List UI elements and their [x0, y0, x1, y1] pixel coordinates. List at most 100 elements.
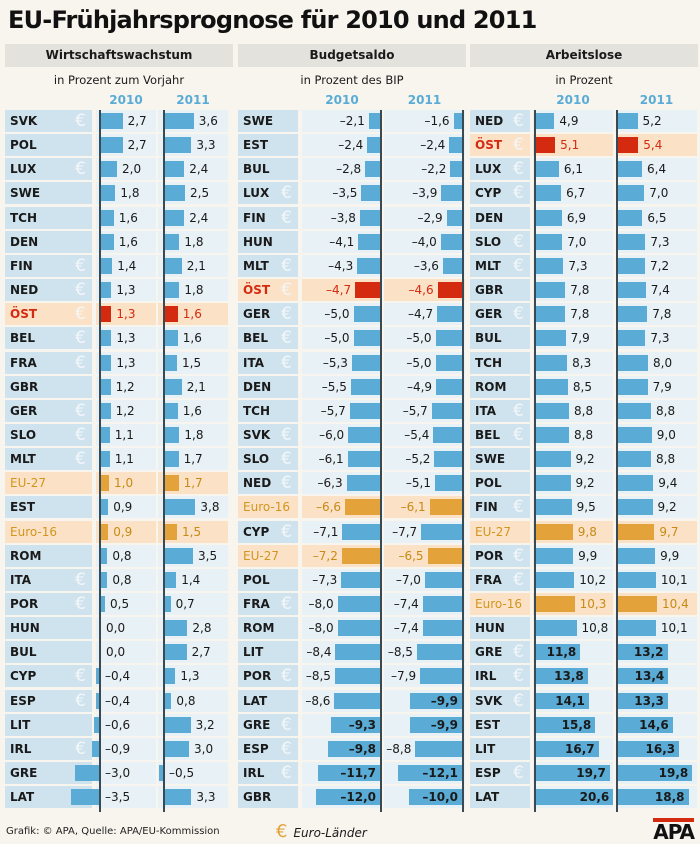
bar-2010 — [101, 451, 110, 468]
bar-2011 — [618, 185, 645, 202]
value-label: 13,2 — [633, 645, 664, 660]
bar-2010 — [358, 233, 380, 250]
country-code: SLO — [475, 234, 502, 249]
table-row: FIN €9,5 9,2 — [470, 496, 698, 519]
country-code: HUN — [243, 234, 273, 249]
value-label: –5,5 — [321, 379, 347, 394]
table-row: SWE –2,1 –1,6 — [238, 110, 466, 132]
value-label: 3,3 — [196, 790, 216, 805]
country-code: EU-27 — [243, 548, 279, 563]
euro-icon: € — [281, 304, 292, 325]
bar-2011 — [618, 209, 643, 226]
bar-2011 — [618, 740, 680, 757]
value-label: –9,3 — [348, 717, 376, 732]
country-code: CYP — [243, 524, 270, 539]
value-label: 5,4 — [643, 138, 663, 153]
country-code: ÖST — [10, 307, 38, 322]
value-label: –0,5 — [169, 766, 195, 781]
value-label: 7,3 — [650, 234, 670, 249]
table-row: LIT –0,6 3,2 — [5, 713, 233, 736]
value-label: 8,8 — [574, 403, 594, 418]
bar-2010 — [536, 547, 574, 564]
bar-2011 — [618, 451, 651, 468]
table-row: ITA €8,8 8,8 — [470, 399, 698, 422]
euro-icon: € — [75, 449, 86, 470]
value-label: 18,8 — [654, 790, 685, 805]
country-label: ESP € — [238, 737, 298, 760]
value-label: 2,7 — [191, 645, 211, 660]
table-row: CYP €6,7 7,0 — [470, 182, 698, 205]
country-code: LIT — [10, 717, 31, 732]
value-label: 7,0 — [567, 234, 587, 249]
bar-2010 — [94, 716, 99, 733]
bar-2010 — [536, 789, 614, 806]
euro-icon: € — [513, 690, 524, 711]
country-code: IRL — [475, 669, 497, 684]
value-label: –1,6 — [424, 114, 450, 128]
value-label: 1,3 — [180, 669, 200, 684]
value-cell — [96, 689, 156, 712]
country-label: SLO € — [5, 423, 92, 446]
bar-2010 — [536, 475, 571, 492]
value-label: –12,0 — [340, 790, 376, 805]
value-label: 0,8 — [112, 548, 132, 563]
zero-axis — [616, 110, 618, 812]
value-label: 10,4 — [662, 597, 689, 611]
euro-icon: € — [75, 328, 86, 349]
bar-2010 — [357, 257, 380, 274]
country-label: SWE — [238, 110, 298, 132]
value-label: 8,8 — [574, 427, 594, 442]
value-label: 1,4 — [117, 258, 137, 273]
panel-subtitle: in Prozent — [555, 73, 613, 87]
table-row: NED € –6,3 –5,1 — [238, 472, 466, 495]
value-label: 2,1 — [186, 258, 206, 273]
country-label: MLT € — [238, 254, 298, 277]
year-label: 2011 — [176, 93, 210, 107]
bar-2011 — [618, 620, 656, 637]
country-code: GBR — [475, 283, 504, 298]
bar-2011 — [618, 523, 655, 540]
value-label: 7,9 — [652, 379, 672, 394]
country-code: ROM — [10, 548, 42, 563]
table-row: TCH 8,3 8,0 — [470, 351, 698, 374]
bar-2011 — [437, 282, 462, 299]
bar-2011 — [415, 740, 462, 757]
bar-2011 — [409, 789, 462, 806]
country-code: TCH — [475, 355, 503, 370]
panel-wirtschaftswachstum: Wirtschaftswachstum in Prozent zum Vorjah… — [5, 44, 233, 814]
bar-2011 — [420, 668, 462, 685]
bar-2010 — [95, 692, 99, 709]
bar-2010 — [101, 137, 123, 154]
value-label: 0,9 — [113, 524, 133, 539]
value-label: –9,9 — [430, 693, 458, 708]
bar-2010 — [345, 499, 380, 516]
table-row: POR €9,9 9,9 — [470, 544, 698, 567]
table-row: SLO €7,0 7,3 — [470, 230, 698, 253]
bar-2011 — [618, 402, 651, 419]
value-label: 16,3 — [645, 741, 676, 756]
bar-2010 — [349, 402, 380, 419]
country-code: GER — [475, 307, 503, 322]
table-row: GBR –12,0 –10,0 — [238, 786, 466, 809]
table-row: GBR 1,2 2,1 — [5, 375, 233, 398]
bar-2011 — [416, 644, 462, 661]
bar-2010 — [101, 354, 112, 371]
value-label: –5,0 — [406, 355, 432, 370]
bar-2010 — [536, 523, 573, 540]
bar-2010 — [337, 596, 380, 612]
value-label: 10,2 — [579, 572, 606, 587]
euro-icon: € — [281, 255, 292, 276]
table-row: CYP € –7,1 –7,7 — [238, 520, 466, 543]
bar-2010 — [101, 475, 109, 492]
country-code: ESP — [10, 693, 36, 708]
bar-2011 — [618, 113, 638, 129]
value-label: 19,7 — [576, 766, 606, 781]
bar-2010 — [101, 233, 114, 250]
value-cell — [96, 617, 156, 640]
country-code: BEL — [10, 331, 35, 346]
bar-2011 — [429, 499, 462, 516]
country-label: FIN € — [5, 254, 92, 277]
country-label: FRA € — [238, 593, 298, 615]
table-row: TCH –5,7 –5,7 — [238, 399, 466, 422]
bar-2010 — [101, 596, 105, 612]
